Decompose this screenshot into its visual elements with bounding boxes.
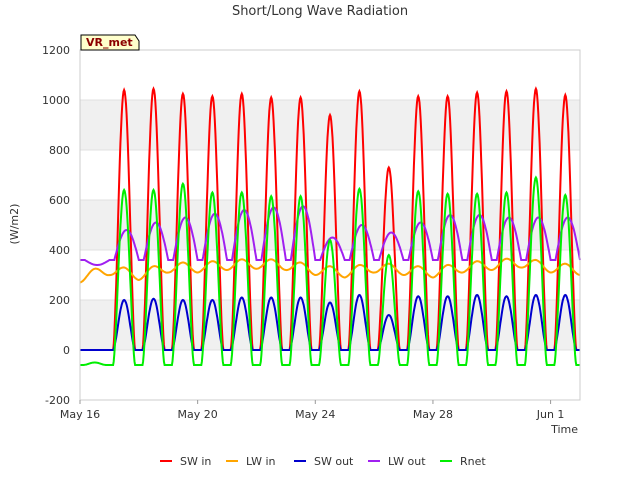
y-tick-label: 0	[63, 344, 70, 357]
series-line-rnet	[80, 175, 580, 366]
y-tick-labels: -200 0 200 400 600 800 1000 1200	[42, 44, 70, 407]
y-tick-label: 1200	[42, 44, 70, 57]
series-line-sw-in	[80, 86, 580, 351]
x-tick-label: May 16	[60, 408, 100, 421]
y-tick-label: 1000	[42, 94, 70, 107]
y-tick-label: -200	[45, 394, 70, 407]
x-tick-label: May 20	[178, 408, 218, 421]
station-badge: VR_met	[80, 34, 140, 51]
x-tick-label: Jun 1	[536, 408, 565, 421]
legend-label: LW in	[246, 455, 276, 468]
x-tick-label: May 28	[413, 408, 453, 421]
series-layer	[79, 86, 581, 366]
station-badge-label: VR_met	[86, 36, 133, 49]
y-tick-label: 400	[49, 244, 70, 257]
legend-label: Rnet	[460, 455, 486, 468]
legend: SW in LW in SW out LW out Rnet	[160, 455, 486, 468]
y-tick-label: 200	[49, 294, 70, 307]
x-axis-label: Time	[550, 423, 578, 436]
axes	[79, 49, 581, 401]
legend-label: SW out	[314, 455, 354, 468]
y-tick-label: 800	[49, 144, 70, 157]
legend-label: LW out	[388, 455, 426, 468]
plot-frame	[79, 49, 581, 401]
legend-label: SW in	[180, 455, 211, 468]
x-tick-labels: May 16 May 20 May 24 May 28 Jun 1	[60, 400, 565, 421]
x-tick-label: May 24	[295, 408, 335, 421]
y-tick-label: 600	[49, 194, 70, 207]
grid-band	[80, 300, 580, 350]
grid-band	[80, 100, 580, 150]
chart-title: Short/Long Wave Radiation	[232, 4, 408, 19]
y-axis-label: (W/m2)	[8, 204, 21, 245]
series-line-lw-in	[79, 257, 581, 284]
